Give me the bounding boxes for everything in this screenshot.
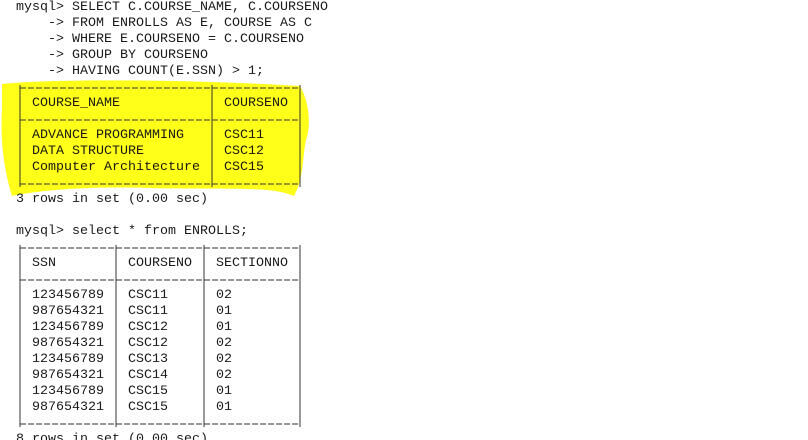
result-summary: 3 rows in set (0.00 sec) [16, 192, 208, 207]
table-cell: CSC11 [128, 304, 168, 319]
table-cell: 01 [216, 384, 232, 399]
table-cell: 987654321 [32, 304, 104, 319]
table-cell: 987654321 [32, 400, 104, 415]
query-line: WHERE E.COURSENO = C.COURSENO [72, 32, 304, 47]
table-cell: CSC14 [128, 368, 168, 383]
column-header: COURSENO [128, 256, 192, 271]
table-cell: 02 [216, 336, 232, 351]
table-cell: 987654321 [32, 336, 104, 351]
table-cell: CSC12 [224, 144, 264, 159]
table-cell: 01 [216, 400, 232, 415]
column-header: SECTIONNO [216, 256, 288, 271]
yellow-highlight [1, 80, 309, 196]
continuation-prompt: -> [48, 32, 64, 47]
table-cell: 123456789 [32, 384, 104, 399]
table-cell: CSC15 [224, 160, 264, 175]
table-cell: 02 [216, 368, 232, 383]
query-line: GROUP BY COURSENO [72, 48, 208, 63]
column-header: COURSENO [224, 96, 288, 111]
table-cell: CSC12 [128, 320, 168, 335]
continuation-prompt: -> [48, 64, 64, 79]
continuation-prompt: -> [48, 48, 64, 63]
table-cell: ADVANCE PROGRAMMING [32, 128, 184, 143]
query-line: SELECT C.COURSE_NAME, C.COURSENO [72, 0, 328, 15]
table-cell: 01 [216, 304, 232, 319]
query-line: FROM ENROLLS AS E, COURSE AS C [72, 16, 312, 31]
query-line: HAVING COUNT(E.SSN) > 1; [72, 64, 264, 79]
table-cell: 987654321 [32, 368, 104, 383]
table-cell: CSC15 [128, 384, 168, 399]
table-cell: CSC11 [224, 128, 264, 143]
prompt: mysql> [16, 0, 64, 15]
query-line: select * from ENROLLS; [72, 224, 248, 239]
prompt: mysql> [16, 224, 64, 239]
table-cell: Computer Architecture [32, 160, 200, 175]
column-header: COURSE_NAME [32, 96, 120, 111]
column-header: SSN [32, 256, 56, 271]
table-cell: 123456789 [32, 288, 104, 303]
table-cell: DATA STRUCTURE [32, 144, 144, 159]
table-cell: CSC13 [128, 352, 168, 367]
table-cell: CSC15 [128, 400, 168, 415]
table-cell: CSC12 [128, 336, 168, 351]
table-cell: CSC11 [128, 288, 168, 303]
table-cell: 123456789 [32, 352, 104, 367]
table-cell: 123456789 [32, 320, 104, 335]
table-cell: 01 [216, 320, 232, 335]
table-cell: 02 [216, 352, 232, 367]
result-summary: 8 rows in set (0.00 sec) [16, 432, 208, 440]
table-cell: 02 [216, 288, 232, 303]
continuation-prompt: -> [48, 16, 64, 31]
